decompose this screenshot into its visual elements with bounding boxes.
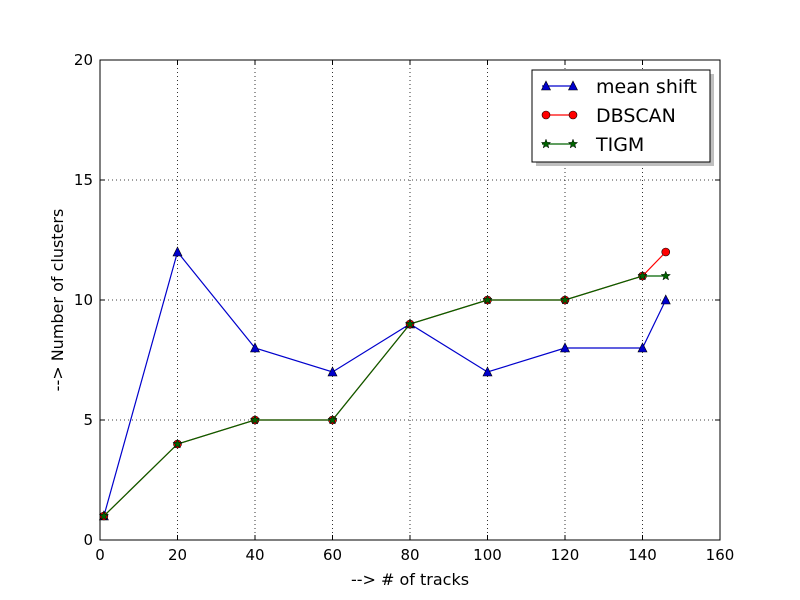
data-point-mean-shift <box>172 246 183 257</box>
legend-marker <box>567 138 579 149</box>
axis-ticks: 0 20 40 60 80 100 120 140 160 0 5 10 15 20 <box>74 51 734 564</box>
x-tick-label: 140 <box>628 546 657 564</box>
data-point-tigm <box>660 270 672 281</box>
series-lines <box>98 246 672 521</box>
data-point-tigm <box>559 294 571 305</box>
x-tick-label: 20 <box>168 546 187 564</box>
y-tick-label: 20 <box>74 51 93 69</box>
legend-entry-mean-shift: mean shift <box>541 76 697 98</box>
data-point-mean-shift <box>660 294 671 305</box>
legend-label: mean shift <box>596 76 697 98</box>
legend-marker <box>568 110 578 120</box>
data-point-mean-shift <box>327 366 338 377</box>
x-tick-label: 60 <box>323 546 342 564</box>
x-tick-label: 40 <box>245 546 264 564</box>
series-mean-shift <box>98 246 671 521</box>
data-point-tigm <box>249 414 261 425</box>
series-line-dbscan <box>103 251 667 517</box>
legend-marker <box>568 80 578 91</box>
series-line-tigm <box>103 275 666 517</box>
data-point-mean-shift <box>637 342 648 353</box>
legend: mean shift DBSCAN TIGM <box>531 69 714 166</box>
x-axis-label: --> # of tracks <box>351 570 469 589</box>
data-point-tigm <box>482 294 493 305</box>
y-tick-label: 0 <box>83 531 93 549</box>
series-dbscan <box>99 247 671 521</box>
y-axis-label: --> Number of clusters <box>48 209 67 392</box>
x-tick-label: 120 <box>551 546 580 564</box>
legend-marker <box>541 80 551 91</box>
y-tick-label: 15 <box>74 171 93 189</box>
plot-area-frame <box>99 59 721 541</box>
series-line-mean-shift <box>103 250 667 517</box>
legend-label: DBSCAN <box>596 105 676 127</box>
data-point-tigm <box>637 270 648 281</box>
legend-marker <box>541 110 551 120</box>
legend-entry-dbscan: DBSCAN <box>541 105 676 127</box>
data-point-tigm <box>172 438 183 449</box>
data-point-mean-shift <box>250 342 260 353</box>
x-tick-label: 100 <box>473 546 502 564</box>
x-tick-label: 160 <box>706 546 735 564</box>
x-tick-label: 0 <box>95 546 105 564</box>
data-point-mean-shift <box>482 366 493 377</box>
x-tick-label: 80 <box>400 546 419 564</box>
data-point-tigm <box>327 414 338 425</box>
legend-marker <box>540 138 552 149</box>
data-point-mean-shift <box>560 342 570 353</box>
data-point-tigm <box>404 318 416 329</box>
series-tigm <box>98 270 672 521</box>
data-point-dbscan <box>661 247 671 257</box>
legend-entry-tigm: TIGM <box>540 134 644 156</box>
legend-box <box>531 69 711 163</box>
legend-label: TIGM <box>595 134 644 156</box>
y-tick-label: 5 <box>83 411 93 429</box>
y-tick-label: 10 <box>74 291 93 309</box>
